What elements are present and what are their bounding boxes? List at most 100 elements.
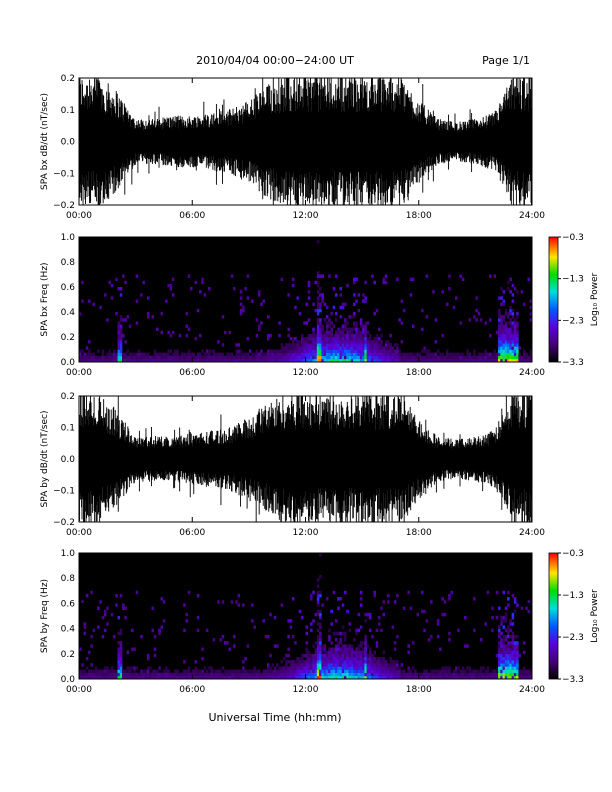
- spectrogram-cell: [357, 672, 361, 677]
- spectrogram-cell: [79, 349, 82, 353]
- spectrogram-cell: [325, 349, 329, 353]
- spectrogram-cell: [450, 675, 454, 680]
- spectrogram-cell: [525, 672, 528, 677]
- spectrogram-cell: [382, 660, 386, 664]
- spectrogram-cell: [504, 333, 508, 338]
- spectrogram-cell: [319, 669, 322, 673]
- spectrogram-cell: [355, 358, 358, 363]
- spectrogram-cell: [325, 340, 329, 344]
- spectrogram-cell: [344, 638, 347, 642]
- spectrogram-cell: [112, 352, 116, 357]
- spectrogram-cell: [498, 333, 501, 338]
- spectrogram-cell: [276, 663, 279, 667]
- spectrogram-cell: [294, 672, 297, 677]
- spectrogram-cell: [307, 653, 311, 658]
- spectrogram-cell: [495, 352, 499, 357]
- spectrogram-cell: [321, 355, 324, 360]
- spectrogram-cell: [151, 672, 155, 677]
- spectrogram-cell: [221, 352, 225, 357]
- spectrogram-cell: [330, 343, 333, 347]
- spectrogram-cell: [389, 666, 392, 670]
- spectrogram-cell: [364, 612, 367, 617]
- spectrogram-cell: [133, 647, 136, 651]
- spectrogram-cell: [407, 666, 410, 670]
- spectrogram-cell: [103, 675, 107, 680]
- spectrogram-cell: [92, 669, 96, 673]
- spectrogram-cell: [334, 663, 338, 667]
- spectrogram-cell: [380, 660, 383, 664]
- panels: 00:00 06:00 12:00 18:00 24:00−0.2−0.10.00.10…: [40, 74, 600, 695]
- spectrogram-cell: [124, 352, 127, 357]
- spectrogram-cell: [473, 355, 476, 360]
- spectrogram-cell: [255, 669, 259, 673]
- spectrogram-cell: [391, 349, 395, 353]
- spectrogram-cell: [178, 355, 182, 360]
- spectrogram-cell: [316, 593, 320, 598]
- spectrogram-cell: [165, 358, 168, 363]
- spectrogram-cell: [479, 358, 483, 363]
- spectrogram-cell: [362, 647, 365, 651]
- spectrogram-cell: [488, 274, 492, 278]
- spectrogram-cell: [475, 355, 478, 360]
- spectrogram-cell: [393, 343, 397, 347]
- spectrogram-cell: [348, 622, 352, 626]
- spectrogram-cell: [316, 355, 320, 360]
- spectrogram-cell: [237, 343, 241, 347]
- spectrogram-cell: [115, 352, 118, 357]
- spectrogram-cell: [387, 346, 390, 350]
- spectrogram-cell: [421, 327, 424, 332]
- spectrogram-cell: [280, 352, 284, 357]
- colorbar: [548, 236, 559, 363]
- spectrogram-cell: [350, 650, 354, 655]
- spectrogram-cell: [196, 308, 200, 313]
- spectrogram-cell: [339, 669, 343, 673]
- spectrogram-cell: [325, 337, 329, 341]
- spectrogram-cell: [242, 675, 245, 680]
- spectrogram-cell: [332, 352, 336, 357]
- spectrogram-cell: [507, 650, 510, 655]
- spectrogram-cell: [353, 656, 356, 661]
- spectrogram-cell: [316, 609, 320, 614]
- spectrogram-cell: [448, 675, 451, 680]
- spectrogram-cell: [389, 358, 392, 363]
- spectrogram-cell: [323, 318, 327, 322]
- spectrogram-cell: [443, 612, 447, 617]
- spectrogram-cell: [411, 355, 415, 360]
- spectrogram-cell: [516, 352, 519, 357]
- spectrogram-cell: [101, 634, 105, 639]
- spectrogram-cell: [300, 672, 304, 677]
- spectrogram-cell: [305, 358, 309, 363]
- spectrogram-cell: [529, 349, 533, 353]
- y-axis-label: SPA bx dB/dt (nT/sec): [40, 93, 50, 190]
- spectrogram-cell: [117, 337, 121, 341]
- spectrogram-cell: [353, 321, 356, 325]
- spectrogram-cell: [88, 669, 91, 673]
- spectrogram-cell: [146, 358, 150, 363]
- spectrogram-cell: [319, 653, 322, 658]
- spectrogram-cell: [344, 333, 347, 338]
- spectrogram-cell: [430, 672, 433, 677]
- spectrogram-cell: [398, 355, 401, 360]
- spectrogram-cell: [289, 349, 293, 353]
- spectrogram-cell: [328, 358, 331, 363]
- spectrogram-cell: [156, 355, 159, 360]
- spectrogram-cell: [282, 349, 286, 353]
- spectrogram-cell: [344, 349, 347, 353]
- spectrogram-cell: [339, 333, 343, 338]
- spectrogram-cell: [513, 675, 517, 680]
- spectrogram-cell: [516, 669, 519, 673]
- spectrogram-cell: [400, 675, 404, 680]
- spectrogram-cell: [201, 277, 204, 282]
- spectrogram-cell: [237, 352, 241, 357]
- spectrogram-cell: [348, 647, 352, 651]
- spectrogram-cell: [430, 669, 433, 673]
- spectrogram-cell: [411, 352, 415, 357]
- spectrogram-cell: [235, 600, 238, 604]
- spectrogram-cell: [529, 675, 533, 680]
- spectrogram-cell: [509, 653, 512, 658]
- spectrogram-cell: [305, 337, 309, 341]
- spectrogram-cell: [393, 355, 397, 360]
- spectrogram-cell: [303, 343, 306, 347]
- spectrogram-cell: [339, 631, 343, 636]
